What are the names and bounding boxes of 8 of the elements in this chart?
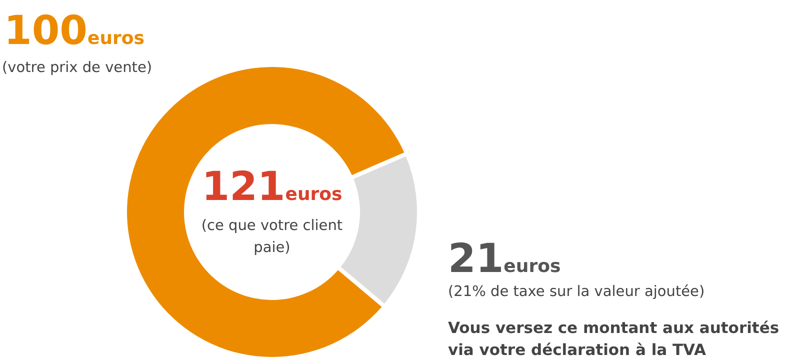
slice-label: (votre prix de vente) [2,60,152,76]
data-label: 100euros [4,8,144,54]
text: Vous versez ce montant aux autorités via votre déclaration à la TVA [448,319,780,359]
donut-slice [340,156,417,304]
slice-label: (21% de taxe sur la valeur ajoutée) [448,284,705,300]
text: (ce que votre client paie) [201,218,343,256]
text: 121euros [202,164,342,210]
data-label: 21euros [448,236,561,282]
